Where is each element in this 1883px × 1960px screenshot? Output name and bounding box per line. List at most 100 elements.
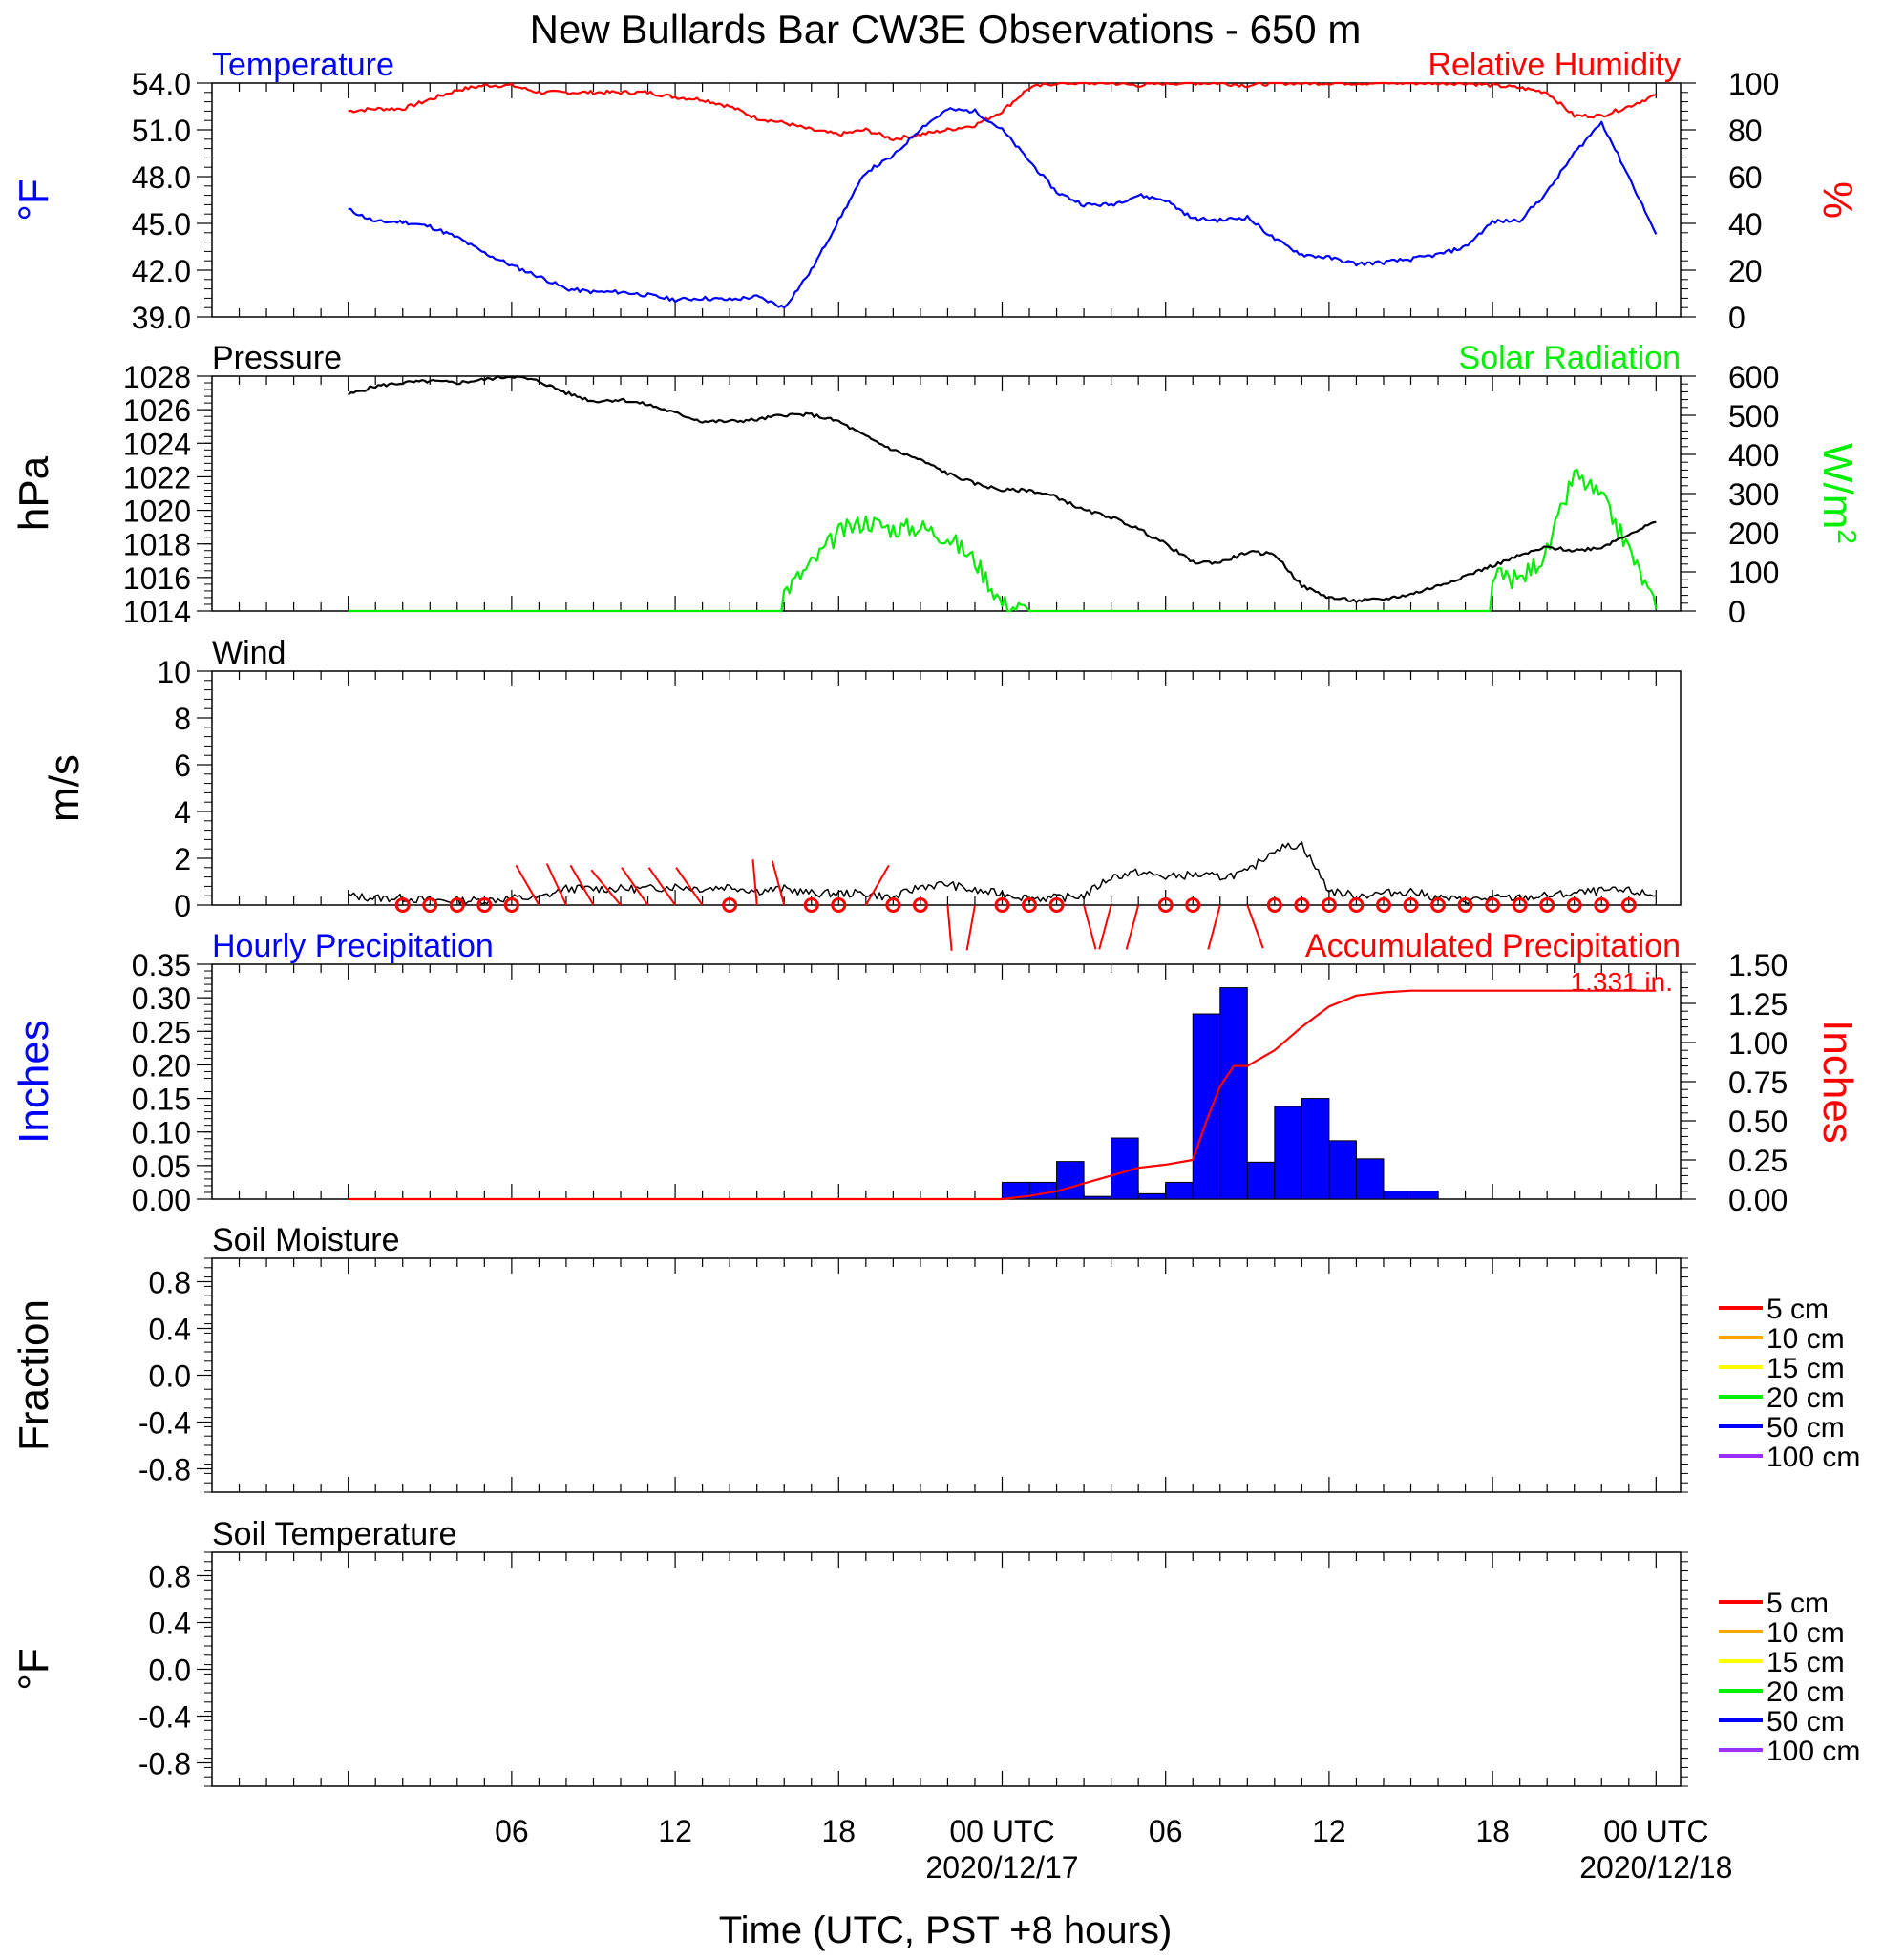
- soil-temperature-title: Soil Temperature: [212, 1516, 456, 1552]
- wind-calm-marker: [722, 897, 738, 913]
- chart-title: New Bullards Bar CW3E Observations - 650…: [530, 7, 1362, 52]
- wind-calm-marker: [803, 897, 819, 913]
- precip-y-tick-label: 0.20: [132, 1048, 191, 1083]
- wind-calm-marker: [1266, 897, 1282, 913]
- pressure-y-tick-label: 1028: [123, 360, 191, 394]
- wind-calm-marker: [1594, 897, 1610, 913]
- x-axis-label: Time (UTC, PST +8 hours): [719, 1909, 1173, 1951]
- precip-title: Hourly Precipitation: [212, 928, 494, 964]
- humidity-y2-tick-label: 60: [1728, 160, 1763, 195]
- precip-bar: [1410, 1191, 1439, 1200]
- wind-calm-marker: [1375, 897, 1391, 913]
- accum-title: Accumulated Precipitation: [1305, 928, 1681, 964]
- accum-y2-tick-label: 1.50: [1728, 948, 1788, 982]
- temperature-y-tick-label: 45.0: [132, 207, 191, 242]
- solar-y2-tick-label: 100: [1728, 556, 1779, 590]
- x-tick-label: 18: [1475, 1814, 1510, 1848]
- wind-axis-label: m/s: [41, 754, 88, 822]
- soil-temperature-legend-label: 20 cm: [1767, 1676, 1845, 1708]
- temperature-title: Temperature: [212, 47, 394, 83]
- wind-barb: [771, 860, 786, 906]
- x-tick-label: 06: [495, 1814, 529, 1848]
- wind-calm-marker: [1620, 897, 1637, 913]
- wind-barb: [590, 869, 622, 906]
- precip-bar: [1192, 1013, 1221, 1200]
- pressure-y-tick-label: 1024: [123, 427, 191, 461]
- accum-axis-label: Inches: [1814, 1020, 1861, 1144]
- precip-bar: [1083, 1195, 1112, 1200]
- pressure-y-tick-label: 1018: [123, 528, 191, 562]
- wind-barb: [675, 867, 704, 906]
- wind-calm-marker: [1348, 897, 1365, 913]
- precip-axis-label: Inches: [11, 1020, 57, 1144]
- wind-y-tick-label: 10: [157, 655, 191, 689]
- precip-bar: [1383, 1191, 1412, 1200]
- accumulated-total-label: 1.331 in.: [1571, 967, 1673, 997]
- soil-moisture-panel: -0.8 -0.4 0.0 0.4 0.8 Soil Moisture Fraction 5 …: [11, 1222, 1860, 1493]
- wind-barb: [1207, 904, 1221, 950]
- soil-temperature-y-tick-label: -0.4: [138, 1700, 191, 1735]
- wind-y-tick-label: 6: [174, 748, 191, 783]
- precip-y-tick-label: 0.35: [132, 948, 191, 982]
- x-tick-label: 00 UTC: [1603, 1814, 1708, 1848]
- wind-barb: [1246, 904, 1264, 949]
- wind-calm-marker: [1539, 897, 1555, 913]
- wind-barb: [1083, 904, 1097, 950]
- precip-y-tick-label: 0.10: [132, 1116, 191, 1150]
- wind-calm-marker: [1022, 897, 1038, 913]
- temperature-line: [348, 107, 1658, 309]
- solar-title: Solar Radiation: [1459, 340, 1681, 376]
- x-tick-label: 18: [821, 1814, 856, 1848]
- pressure-title: Pressure: [212, 340, 342, 376]
- pressure-y-tick-label: 1026: [123, 393, 191, 428]
- soil-moisture-legend-label: 5 cm: [1767, 1294, 1829, 1325]
- wind-calm-marker: [1403, 897, 1419, 913]
- wind-calm-marker: [1457, 897, 1473, 913]
- soil-moisture-y-tick-label: 0.4: [149, 1313, 191, 1347]
- soil-moisture-y-tick-label: -0.4: [138, 1406, 191, 1441]
- soil-temperature-y-tick-label: 0.0: [149, 1654, 191, 1688]
- solar-y2-tick-label: 300: [1728, 477, 1779, 512]
- wind-panel: 0 2 4 6 8 10 Wind m/s: [41, 635, 1682, 951]
- precip-bar: [1028, 1181, 1058, 1200]
- soil-moisture-y-tick-label: 0.8: [149, 1266, 191, 1300]
- solar-y2-tick-label: 600: [1728, 360, 1779, 394]
- soil-moisture-axis-label: Fraction: [11, 1299, 57, 1451]
- wind-calm-marker: [1185, 897, 1201, 913]
- precip-y-tick-label: 0.30: [132, 981, 191, 1016]
- soil-moisture-y-tick-label: -0.8: [138, 1453, 191, 1487]
- precip-bar: [1328, 1140, 1357, 1200]
- soil-moisture-legend-label: 50 cm: [1767, 1412, 1845, 1444]
- humidity-y2-tick-label: 100: [1728, 67, 1779, 101]
- soil-moisture-title: Soil Moisture: [212, 1222, 400, 1258]
- humidity-title: Relative Humidity: [1428, 47, 1681, 83]
- wind-calm-marker: [1157, 897, 1174, 913]
- precip-y-tick-label: 0.15: [132, 1083, 191, 1117]
- wind-barb: [621, 867, 649, 906]
- soil-moisture-legend-label: 10 cm: [1767, 1323, 1845, 1355]
- wind-speed-line: [348, 841, 1657, 906]
- precip-bar: [1056, 1161, 1085, 1200]
- wind-calm-marker: [1485, 897, 1501, 913]
- x-tick-label: 06: [1149, 1814, 1183, 1848]
- soil-temperature-legend-label: 5 cm: [1767, 1588, 1829, 1619]
- wind-calm-marker: [1566, 897, 1582, 913]
- soil-temperature-y-tick-label: 0.4: [149, 1607, 191, 1641]
- precipitation-panel: 0.000.050.100.150.200.250.300.350.000.25…: [11, 928, 1861, 1217]
- precip-bar: [1355, 1158, 1385, 1200]
- wind-barb: [965, 904, 976, 951]
- wind-calm-marker: [885, 897, 901, 913]
- temperature-y-tick-label: 51.0: [132, 114, 191, 148]
- wind-barb: [864, 864, 890, 906]
- precip-bar: [1137, 1192, 1167, 1200]
- pressure-y-tick-label: 1014: [123, 595, 191, 629]
- humidity-y2-tick-label: 0: [1728, 301, 1745, 335]
- wind-barb: [545, 863, 567, 906]
- soil-temperature-legend-label: 10 cm: [1767, 1617, 1845, 1649]
- precip-bar: [1274, 1106, 1302, 1200]
- precip-y-tick-label: 0.25: [132, 1015, 191, 1049]
- wind-barb: [515, 864, 540, 906]
- solar-line: [348, 468, 1658, 613]
